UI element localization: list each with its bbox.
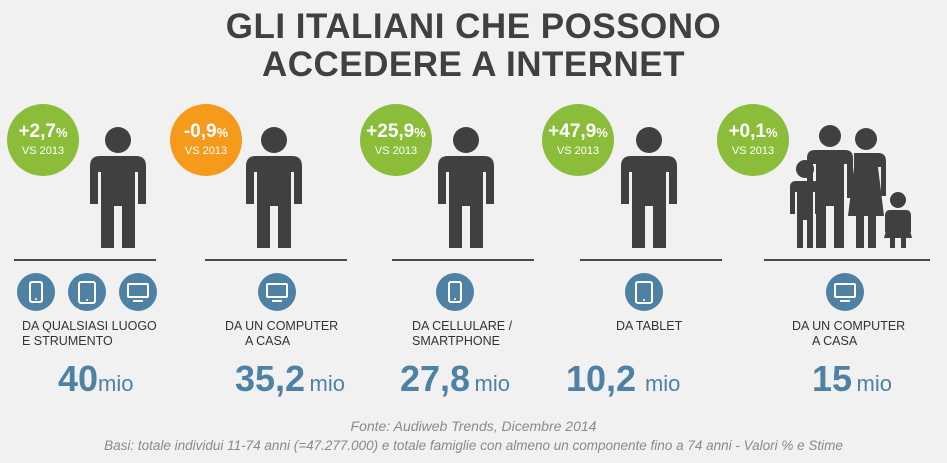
monitor-icon [119, 273, 157, 311]
percent-sign: % [55, 125, 68, 140]
value-number: 35,2 [235, 358, 306, 399]
divider-line [205, 259, 347, 261]
divider-line [392, 259, 534, 261]
users-value: 27,8 mio [400, 358, 510, 400]
users-value: 40mio [58, 358, 134, 400]
source-note: Fonte: Audiweb Trends, Dicembre 2014 [350, 418, 597, 434]
label-line-1: DA TABLET [616, 319, 683, 333]
change-value: +0,1 [728, 121, 766, 142]
percent-sign: % [765, 125, 778, 140]
vs-year: VS 2013 [556, 145, 600, 157]
label-line-1: DA QUALSIASI LUOGO [22, 319, 157, 333]
person-icon [246, 127, 302, 248]
person-icon [90, 127, 146, 248]
users-value: 10,2 mio [566, 358, 680, 400]
value-unit: mio [644, 371, 681, 396]
change-badge: +2,7% VS 2013 [7, 104, 79, 176]
divider-line [580, 259, 722, 261]
change-badge: +25,9% VS 2013 [360, 104, 432, 176]
percent-sign: % [414, 125, 426, 140]
value-unit: mio [309, 371, 345, 396]
vs-year: VS 2013 [21, 145, 65, 157]
value-unit: mio [98, 371, 134, 396]
divider-line [14, 259, 156, 261]
label-line-2: A CASA [812, 334, 858, 348]
title-line-1: GLI ITALIANI CHE POSSONO [225, 7, 722, 46]
tablet-icon [625, 273, 663, 311]
label-line-2: SMARTPHONE [412, 334, 500, 348]
smartphone-icon [17, 273, 55, 311]
change-badge: +47,9% VS 2013 [542, 104, 614, 176]
value-number: 40 [58, 358, 99, 399]
label-line-2: E STRUMENTO [22, 334, 113, 348]
monitor-icon [258, 273, 296, 311]
label-line-1: DA UN COMPUTER [225, 319, 339, 333]
value-number: 27,8 [400, 358, 471, 399]
basis-note: Basi: totale individui 11-74 anni (=47.2… [104, 438, 843, 453]
change-value: -0,9 [183, 121, 217, 142]
label-line-1: DA CELLULARE / [412, 319, 513, 333]
divider-line [764, 259, 930, 261]
family-icon [790, 125, 912, 248]
users-value: 15 mio [812, 358, 892, 400]
vs-year: VS 2013 [731, 145, 775, 157]
tablet-icon [68, 273, 106, 311]
value-unit: mio [856, 371, 892, 396]
vs-year: VS 2013 [184, 145, 228, 157]
change-value: +25,9 [366, 121, 415, 142]
infographic-title: GLI ITALIANI CHE POSSONO ACCEDERE A INTE… [0, 8, 947, 84]
change-value: +47,9 [548, 121, 597, 142]
access-label: DA QUALSIASI LUOGO E STRUMENTO [22, 319, 157, 349]
value-number: 10,2 [566, 358, 637, 399]
percent-sign: % [596, 125, 608, 140]
change-badge: +0,1% VS 2013 [717, 104, 789, 176]
change-badge: -0,9% VS 2013 [170, 104, 242, 176]
access-label: DA TABLET [616, 319, 682, 334]
percent-sign: % [216, 125, 229, 140]
label-line-1: DA UN COMPUTER [792, 319, 906, 333]
users-value: 35,2 mio [235, 358, 345, 400]
value-unit: mio [474, 371, 510, 396]
person-icon [621, 127, 677, 248]
monitor-icon [826, 273, 864, 311]
label-line-2: A CASA [245, 334, 291, 348]
smartphone-icon [436, 273, 474, 311]
vs-year: VS 2013 [374, 145, 418, 157]
person-icon [438, 127, 494, 248]
value-number: 15 [812, 358, 853, 399]
access-label: DA CELLULARE / SMARTPHONE [412, 319, 512, 349]
change-value: +2,7 [18, 121, 56, 142]
title-line-2: ACCEDERE A INTERNET [261, 45, 686, 84]
access-label: DA UN COMPUTER A CASA [225, 319, 338, 349]
access-label: DA UN COMPUTER A CASA [792, 319, 905, 349]
